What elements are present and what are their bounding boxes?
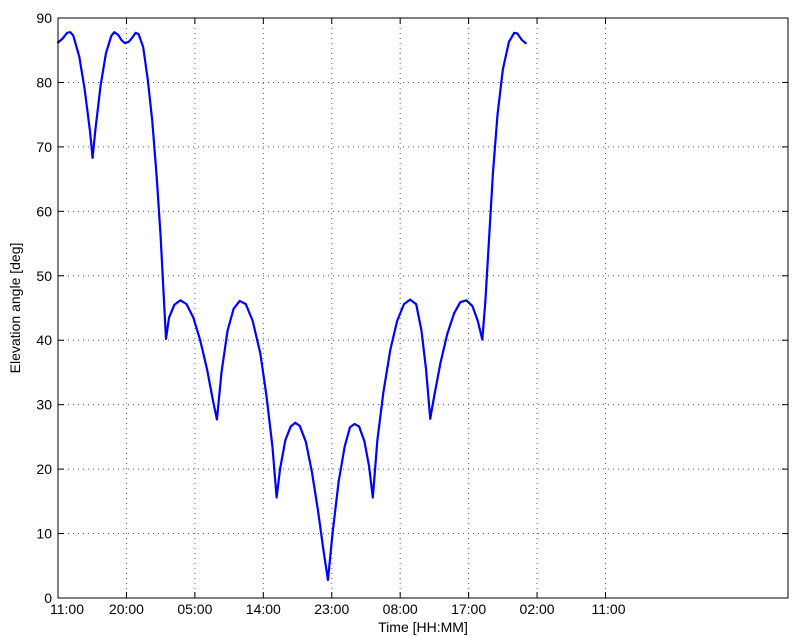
elevation-series-line — [56, 31, 527, 582]
y-tick-label: 60 — [36, 203, 52, 219]
y-tick-label: 0 — [44, 590, 52, 606]
x-tick-label: 11:00 — [50, 601, 84, 617]
axis-ticks — [57, 17, 788, 599]
y-tick-label: 10 — [36, 526, 52, 542]
x-tick-label: 11:00 — [592, 601, 626, 617]
x-tick-label: 08:00 — [383, 601, 418, 617]
x-tick-labels: 11:00 20:00 05:00 14:00 23:00 08:00 17:00 02:00… — [50, 601, 626, 617]
y-tick-label: 40 — [36, 332, 52, 348]
x-tick-label: 17:00 — [451, 601, 486, 617]
y-tick-label: 20 — [36, 461, 52, 477]
y-tick-labels: 0 10 20 30 40 50 60 70 80 90 — [36, 10, 52, 606]
y-axis-label: Elevation angle [deg] — [7, 243, 23, 374]
x-tick-label: 02:00 — [520, 601, 555, 617]
series-layer — [56, 31, 527, 582]
x-tick-label: 20:00 — [109, 601, 144, 617]
y-tick-label: 90 — [36, 10, 52, 26]
y-tick-label: 50 — [36, 268, 52, 284]
x-tick-label: 05:00 — [177, 601, 212, 617]
x-tick-label: 14:00 — [246, 601, 281, 617]
y-tick-label: 80 — [36, 74, 52, 90]
x-tick-label: 23:00 — [314, 601, 349, 617]
x-axis-label: Time [HH:MM] — [378, 619, 468, 635]
y-tick-label: 30 — [36, 397, 52, 413]
plot-frame — [57, 17, 789, 599]
y-tick-label: 70 — [36, 139, 52, 155]
